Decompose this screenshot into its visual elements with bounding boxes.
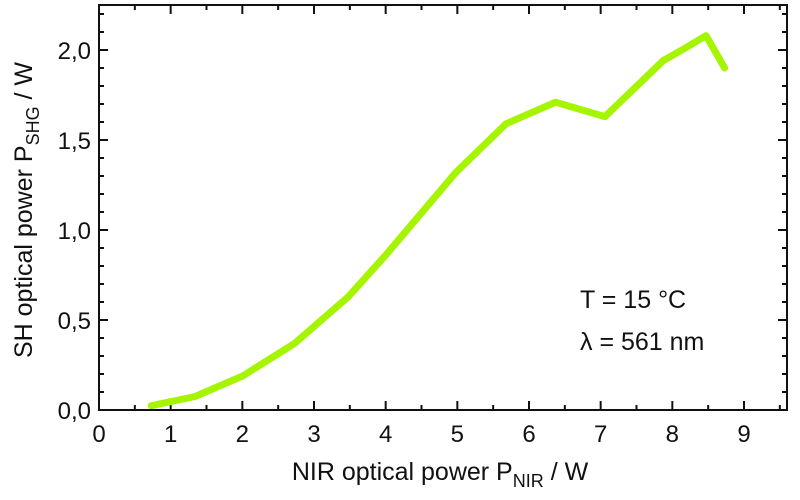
data-line-shg-power — [147, 32, 729, 410]
x-tick-label: 9 — [737, 421, 750, 448]
y-tick-label: 2,0 — [58, 38, 91, 65]
y-axis-label-sub: SHG — [23, 106, 43, 145]
y-tick-label: 1,5 — [58, 128, 91, 155]
y-axis-label-main: SH optical power P — [10, 145, 38, 358]
y-tick-labels: 0,0 0,5 1,0 1,5 2,0 — [58, 38, 91, 425]
x-tick-label: 4 — [379, 421, 392, 448]
x-tick-label: 5 — [451, 421, 464, 448]
x-tick-label: 6 — [522, 421, 535, 448]
annotation-wavelength: λ = 561 nm — [580, 328, 704, 356]
x-tick-label: 0 — [92, 421, 105, 448]
x-tick-label: 2 — [236, 421, 249, 448]
x-axis-label-sub: NIR — [513, 471, 544, 491]
x-tick-label: 7 — [594, 421, 607, 448]
x-axis-label-main: NIR optical power P — [292, 458, 513, 486]
x-tick-label: 3 — [307, 421, 320, 448]
plot-frame — [98, 4, 788, 411]
x-tick-label: 1 — [164, 421, 177, 448]
axis-ticks — [98, 5, 787, 411]
x-axis-label-unit: / W — [544, 458, 589, 486]
y-tick-label: 1,0 — [58, 218, 91, 245]
x-tick-label: 8 — [666, 421, 679, 448]
y-tick-label: 0,5 — [58, 308, 91, 335]
annotation-temperature: T = 15 °C — [580, 286, 686, 314]
y-axis-label-unit: / W — [10, 62, 38, 107]
y-axis-label: SH optical power PSHG / W — [10, 62, 43, 358]
x-tick-labels: 0 1 2 3 4 5 6 7 8 9 — [92, 421, 750, 448]
y-tick-label: 0,0 — [58, 398, 91, 425]
x-axis-label: NIR optical power PNIR / W — [292, 458, 589, 491]
